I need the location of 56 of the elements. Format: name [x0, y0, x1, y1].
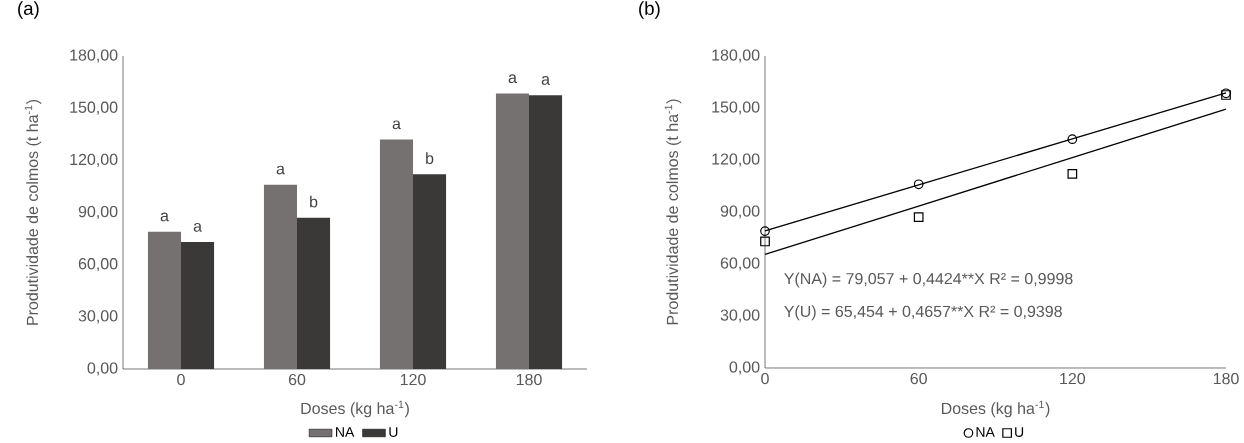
point [1067, 169, 1078, 179]
x-tick-label: 60 [910, 372, 927, 385]
annotation: a [193, 223, 202, 232]
y-tick-label: 120,00 [712, 153, 760, 167]
y-tick-label: 90,00 [78, 205, 118, 220]
legend-label: NA [976, 427, 995, 437]
point [913, 212, 924, 223]
y-tick-label: 90,00 [720, 205, 760, 219]
y-axis-title: Produtividade de colmos (t ha$^{-1}$) [24, 99, 42, 325]
y-tick-label: 60,00 [720, 257, 760, 271]
y-tick-label: 30,00 [720, 309, 760, 323]
bar [529, 95, 563, 369]
annotation: b [426, 152, 434, 164]
x-tick-label: 120 [1060, 372, 1086, 385]
x-tick-label: 0 [177, 373, 185, 386]
point [760, 236, 770, 247]
x-tick-label: 120 [400, 373, 426, 386]
annotation: a [541, 76, 550, 85]
bar [413, 174, 447, 369]
y-axis-title: Produtividade de colmos (t ha$^{-1}$) [664, 99, 682, 325]
annotation: a [276, 165, 285, 175]
bar [263, 184, 297, 369]
bar [181, 242, 215, 369]
y-tick-label: 120,00 [70, 153, 118, 167]
annotation: b [310, 195, 318, 208]
chart-title: (a) [18, 1, 39, 19]
y-tick-label: 180,00 [712, 49, 760, 63]
annotation: Y(U) = 65,454 + 0,4657**X R² = 0,9398 [784, 305, 1062, 321]
y-tick-label: 0,00 [729, 361, 760, 375]
legend-label: U [389, 427, 398, 437]
point [760, 226, 770, 236]
chart-title: (b) [639, 1, 660, 19]
x-tick-label: 0 [761, 372, 769, 385]
bar [379, 139, 414, 369]
annotation: a [508, 74, 517, 84]
x-axis-title: Doses (kg ha$^{-1}$) [941, 400, 1050, 418]
bar [147, 231, 181, 369]
y-tick-label: 150,00 [70, 101, 118, 115]
legend-label: NA [336, 427, 355, 437]
y-tick-label: 0,00 [87, 362, 118, 376]
annotation: a [392, 120, 401, 130]
y-tick-label: 60,00 [78, 258, 118, 272]
annotation: Y(NA) = 79,057 + 0,4424**X R² = 0,9998 [784, 272, 1073, 288]
point [913, 179, 924, 190]
point [1067, 134, 1078, 145]
legend-label: U [1015, 427, 1024, 437]
x-tick-label: 180 [516, 373, 542, 386]
x-tick-label: 60 [288, 373, 306, 386]
x-axis-title: Doses (kg ha$^{-1}$) [301, 400, 409, 418]
bar [297, 217, 331, 369]
y-tick-label: 150,00 [712, 101, 760, 115]
y-tick-label: 180,00 [70, 49, 118, 63]
bar [495, 93, 530, 369]
y-tick-label: 30,00 [78, 310, 118, 324]
x-tick-label: 180 [1213, 372, 1239, 385]
annotation: a [160, 212, 169, 222]
